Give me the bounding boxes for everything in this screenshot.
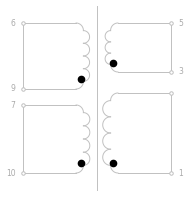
Text: 6: 6 — [11, 19, 16, 27]
Text: 7: 7 — [11, 100, 16, 110]
Text: 10: 10 — [6, 168, 16, 178]
Text: 5: 5 — [178, 19, 183, 27]
Text: 3: 3 — [178, 68, 183, 76]
Text: 9: 9 — [11, 84, 16, 93]
Text: 1: 1 — [178, 168, 183, 178]
